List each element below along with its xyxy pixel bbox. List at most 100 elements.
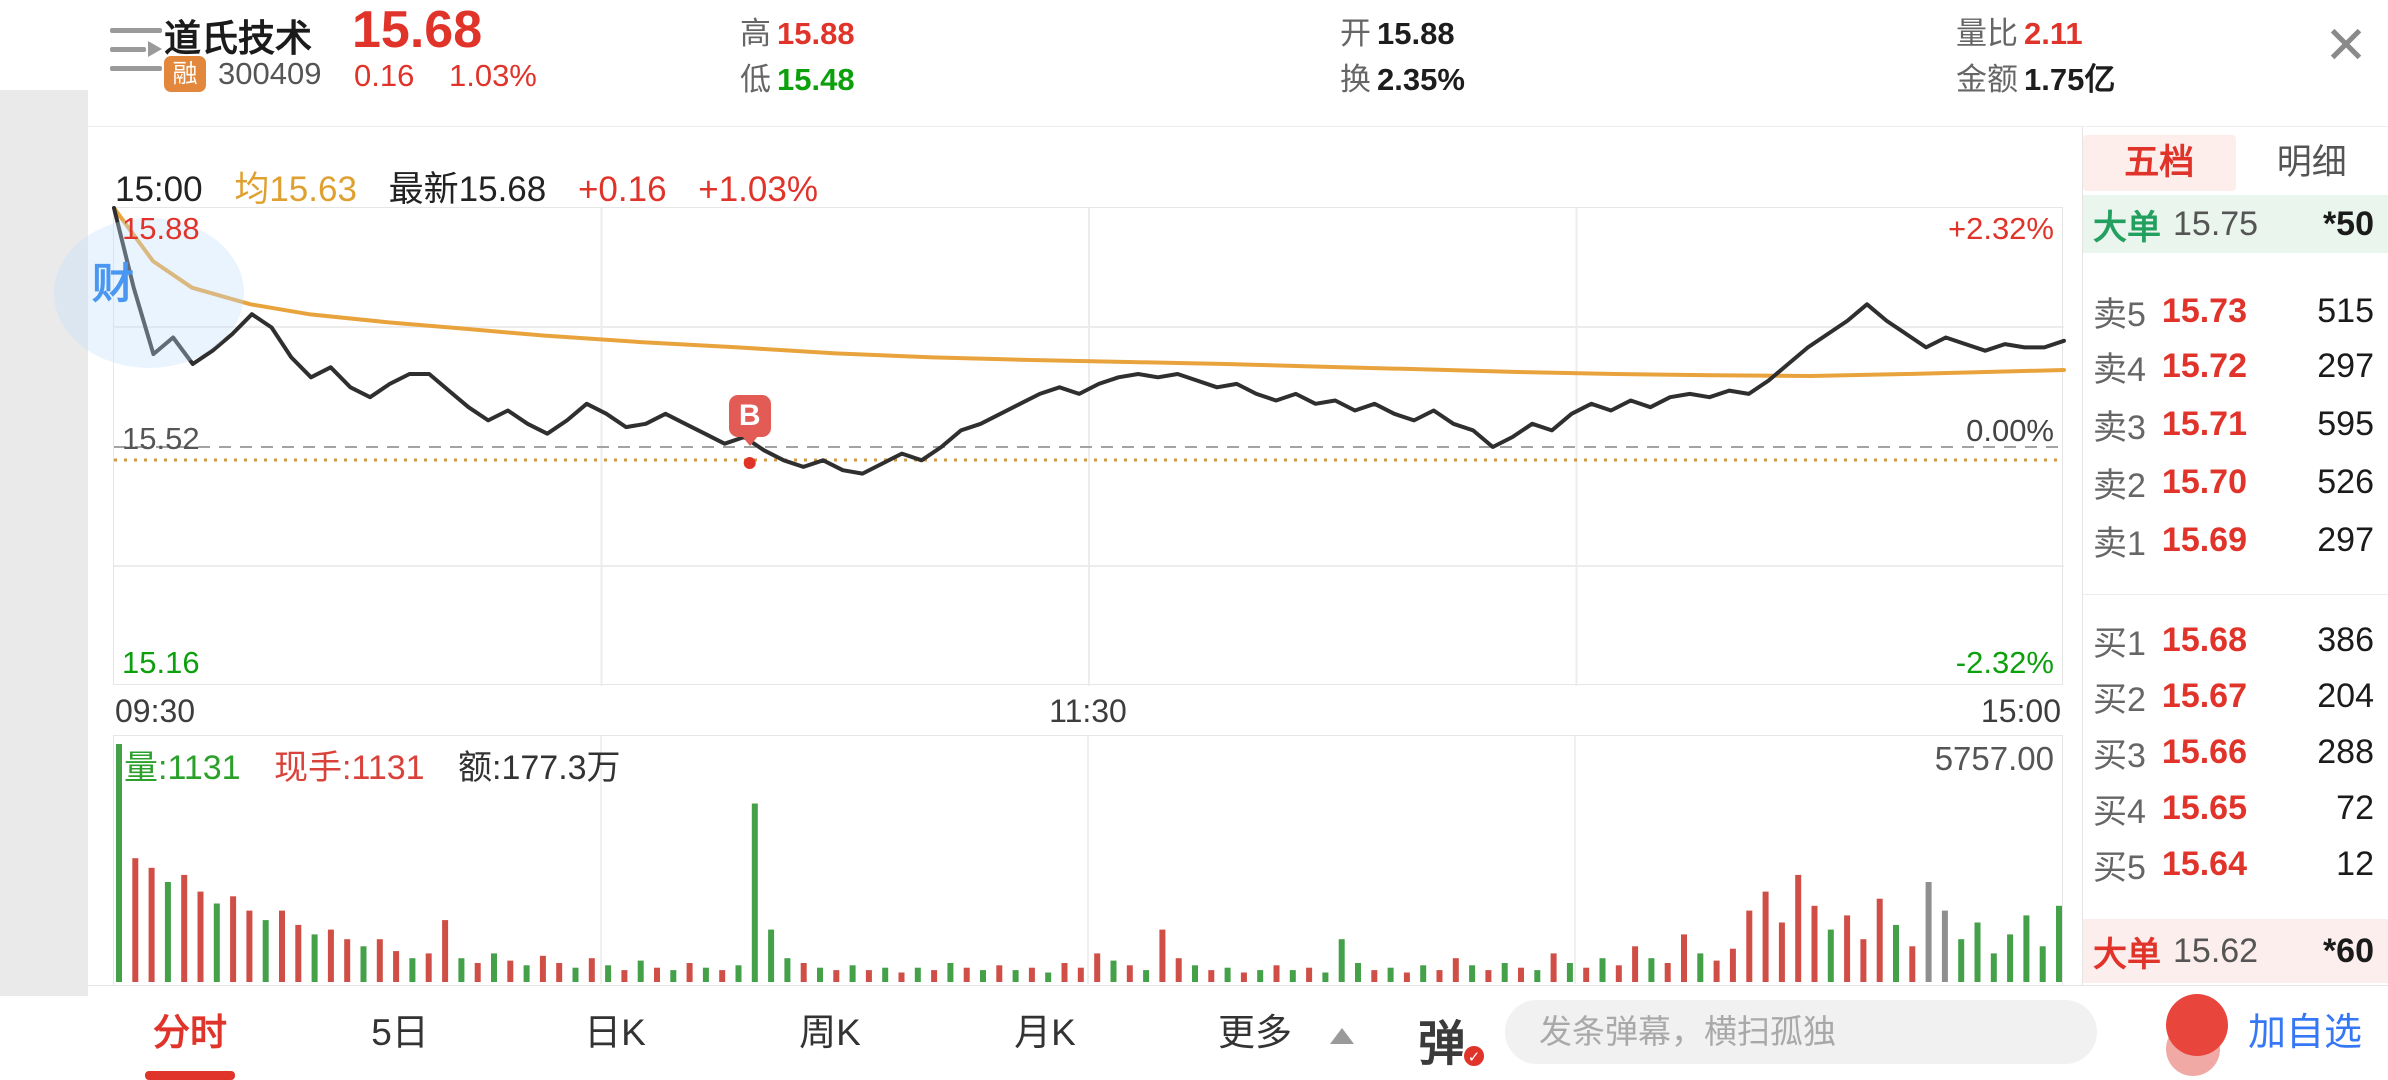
volume-svg bbox=[116, 736, 2062, 984]
turnover-value: 2.35% bbox=[1377, 62, 1465, 97]
crosshair-info-bar: 15:00 均15.63 最新15.68 +0.16 +1.03% bbox=[115, 161, 840, 212]
ask4-label: 卖4 bbox=[2093, 350, 2146, 389]
bid4-volume: 72 bbox=[2336, 788, 2374, 827]
tab-detail[interactable]: 明细 bbox=[2276, 143, 2347, 182]
bid-row-5[interactable]: 买5 15.64 12 bbox=[2083, 837, 2388, 891]
tab-daily-k[interactable]: 日K bbox=[584, 1012, 646, 1053]
high-label: 高 bbox=[740, 16, 771, 51]
amount-label: 金额 bbox=[1956, 62, 2018, 97]
page-edge-strip bbox=[0, 90, 88, 996]
bid-row-4[interactable]: 买4 15.65 72 bbox=[2083, 781, 2388, 835]
stock-name: 道氏技术 bbox=[164, 18, 312, 59]
bid2-label: 买2 bbox=[2093, 680, 2146, 719]
info-change-pct: +1.03% bbox=[698, 170, 818, 209]
ask-row-2[interactable]: 卖2 15.70 526 bbox=[2083, 455, 2388, 509]
turnover-label: 换 bbox=[1340, 62, 1371, 97]
volume-total: 量:1131 bbox=[124, 749, 241, 787]
tab-5day[interactable]: 5日 bbox=[371, 1012, 429, 1053]
ask4-price: 15.72 bbox=[2161, 346, 2248, 385]
bid3-price: 15.66 bbox=[2161, 732, 2248, 771]
volume-ratio-value: 2.11 bbox=[2024, 16, 2083, 51]
tab-five-levels[interactable]: 五档 bbox=[2083, 135, 2236, 191]
bid4-label: 买4 bbox=[2093, 792, 2146, 831]
tick-noon: 11:30 bbox=[1049, 693, 1127, 729]
bid-row-3[interactable]: 买3 15.66 288 bbox=[2083, 725, 2388, 779]
price-line bbox=[112, 206, 2066, 476]
big-order-sell-row[interactable]: 大单 15.75 *50 bbox=[2083, 195, 2388, 253]
ask-row-1[interactable]: 卖1 15.69 297 bbox=[2083, 513, 2388, 567]
ask1-label: 卖1 bbox=[2093, 524, 2146, 563]
big-order-buy-row[interactable]: 大单 15.62 *60 bbox=[2083, 919, 2388, 983]
bid1-volume: 386 bbox=[2317, 620, 2374, 659]
yaxis-pct-high: +2.32% bbox=[1947, 211, 2054, 246]
buy-trade-marker[interactable]: B bbox=[728, 394, 771, 446]
ask5-price: 15.73 bbox=[2161, 291, 2248, 330]
danmaku-check-badge: ✓ bbox=[1462, 1044, 1486, 1068]
bid4-price: 15.65 bbox=[2161, 788, 2248, 827]
bid5-volume: 12 bbox=[2336, 844, 2374, 883]
bid-ask-divider bbox=[2083, 594, 2388, 595]
yaxis-low: 15.16 bbox=[122, 645, 200, 680]
bid2-volume: 204 bbox=[2317, 676, 2374, 715]
bottom-tabbar: 分时 5日 日K 周K 月K 更多 弹 ✓ 加自选 bbox=[88, 985, 2388, 1080]
ask-row-5[interactable]: 卖5 15.73 515 bbox=[2083, 284, 2388, 338]
low-label: 低 bbox=[740, 62, 771, 97]
floating-widget-label[interactable]: 财 bbox=[92, 260, 135, 307]
big-sell-count: *50 bbox=[2322, 204, 2374, 243]
ask2-price: 15.70 bbox=[2161, 462, 2248, 501]
volume-info-bar: 量:1131 现手:1131 额:177.3万 bbox=[124, 740, 645, 789]
code-row: 融 300409 bbox=[164, 56, 321, 92]
danmaku-input[interactable] bbox=[1505, 1000, 2097, 1064]
bid2-price: 15.67 bbox=[2161, 676, 2248, 715]
record-button[interactable] bbox=[2166, 994, 2228, 1056]
bid-row-1[interactable]: 买1 15.68 386 bbox=[2083, 613, 2388, 667]
more-caret-icon[interactable] bbox=[1330, 1028, 1354, 1044]
ask5-label: 卖5 bbox=[2093, 295, 2146, 334]
ask3-price: 15.71 bbox=[2161, 404, 2248, 443]
ask5-volume: 515 bbox=[2317, 291, 2374, 330]
tab-more[interactable]: 更多 bbox=[1218, 1012, 1292, 1053]
yaxis-pct-low: -2.32% bbox=[1955, 645, 2054, 680]
info-avg: 均15.63 bbox=[234, 170, 357, 209]
last-price: 15.68 bbox=[352, 1, 483, 59]
ask-row-4[interactable]: 卖4 15.72 297 bbox=[2083, 339, 2388, 393]
volume-amount: 额:177.3万 bbox=[458, 749, 621, 787]
yaxis-high: 15.88 bbox=[122, 211, 200, 246]
close-icon[interactable]: ✕ bbox=[2324, 17, 2368, 75]
ask2-volume: 526 bbox=[2317, 462, 2374, 501]
tab-weekly-k[interactable]: 周K bbox=[799, 1012, 861, 1053]
intraday-price-chart[interactable]: 财 15.88 15.52 15.16 +2.32% 0.00% -2.32% … bbox=[54, 206, 2066, 686]
tab-monthly-k[interactable]: 月K bbox=[1014, 1012, 1076, 1053]
ask2-label: 卖2 bbox=[2093, 466, 2146, 505]
price-change: 0.16 bbox=[354, 58, 415, 93]
price-change-row: 0.16 1.03% bbox=[354, 58, 563, 94]
volume-pane[interactable]: 量:1131 现手:1131 额:177.3万 5757.00 bbox=[113, 735, 2063, 985]
amount-value: 1.75亿 bbox=[2024, 62, 2116, 97]
floating-widget-bubble[interactable] bbox=[54, 218, 244, 368]
ask-row-3[interactable]: 卖3 15.71 595 bbox=[2083, 397, 2388, 451]
danmaku-icon[interactable]: 弹 ✓ bbox=[1418, 1004, 1486, 1071]
tick-open: 09:30 bbox=[115, 693, 196, 729]
ask3-volume: 595 bbox=[2317, 404, 2374, 443]
yaxis-pct-zero: 0.00% bbox=[1966, 413, 2054, 448]
chart-column: 15:00 均15.63 最新15.68 +0.16 +1.03% bbox=[54, 127, 2082, 985]
stock-list-menu-icon[interactable] bbox=[110, 26, 166, 74]
bid1-label: 买1 bbox=[2093, 624, 2146, 663]
bid-row-2[interactable]: 买2 15.67 204 bbox=[2083, 669, 2388, 723]
time-axis: 09:30 11:30 15:00 bbox=[113, 689, 2063, 733]
buy-point-dot bbox=[743, 456, 756, 469]
open-label: 开 bbox=[1340, 16, 1371, 51]
low-value: 15.48 bbox=[777, 62, 855, 97]
open-value: 15.88 bbox=[1377, 16, 1455, 51]
bid5-label: 买5 bbox=[2093, 848, 2146, 887]
volume-current: 现手:1131 bbox=[274, 749, 425, 787]
order-book-tabs: 五档 明细 bbox=[2083, 135, 2388, 191]
add-watchlist-button[interactable]: 加自选 bbox=[2248, 1012, 2363, 1054]
bid5-price: 15.64 bbox=[2161, 844, 2248, 883]
big-sell-price: 15.75 bbox=[2173, 204, 2259, 243]
yaxis-prevclose: 15.52 bbox=[122, 421, 200, 456]
tab-intraday[interactable]: 分时 bbox=[115, 986, 265, 1080]
info-change: +0.16 bbox=[577, 170, 667, 209]
